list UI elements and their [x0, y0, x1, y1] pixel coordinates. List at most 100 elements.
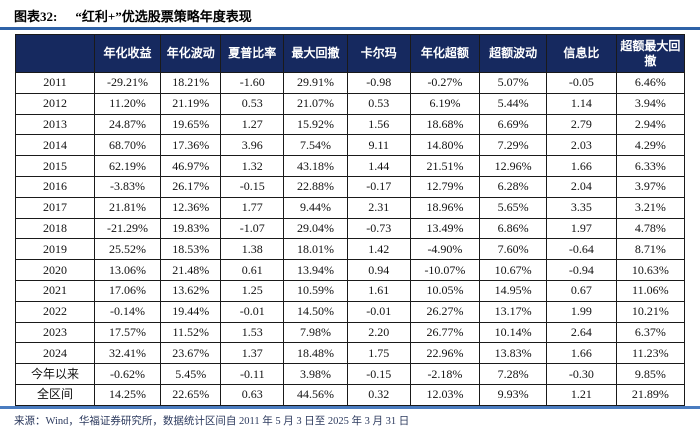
value-cell: 6.19% — [409, 92, 481, 115]
value-cell: 4.78% — [615, 217, 686, 240]
value-cell: 5.44% — [479, 92, 548, 115]
value-cell: 25.52% — [93, 238, 162, 261]
value-cell: -0.15 — [346, 363, 411, 385]
column-header: 年化收益 — [93, 34, 162, 73]
value-cell: 18.01% — [283, 238, 348, 261]
value-cell: 46.97% — [160, 155, 222, 177]
value-cell: 11.23% — [615, 342, 686, 365]
value-cell: 19.44% — [160, 300, 222, 323]
table-row: 2014 68.70% 17.36% 3.96 7.54% 9.11 14.80% 7.29%… — [15, 134, 686, 157]
value-cell: 5.07% — [479, 72, 548, 94]
row-label: 2016 — [15, 175, 95, 198]
value-cell: 1.75 — [346, 342, 411, 365]
value-cell: -0.11 — [220, 363, 285, 385]
value-cell: -0.01 — [346, 300, 411, 323]
value-cell: 17.36% — [160, 134, 222, 157]
value-cell: 0.32 — [346, 383, 411, 406]
value-cell: 17.57% — [93, 321, 162, 344]
value-cell: 10.59% — [283, 279, 348, 302]
row-label: 2020 — [15, 259, 95, 281]
value-cell: 2.94% — [615, 113, 686, 136]
row-label: 2011 — [15, 72, 95, 94]
value-cell: -0.98 — [346, 72, 411, 94]
table-row: 2019 25.52% 18.53% 1.38 18.01% 1.42 -4.90% 7.60… — [15, 238, 686, 261]
value-cell: 1.99 — [546, 300, 617, 323]
value-cell: 11.20% — [93, 92, 162, 115]
column-header: 最大回撤 — [283, 34, 348, 73]
value-cell: 4.29% — [615, 134, 686, 157]
value-cell: 6.33% — [615, 155, 686, 177]
table-body: 2011 -29.21% 18.21% -1.60 29.91% -0.98 -0.27% 5… — [15, 72, 686, 406]
row-label: 2021 — [15, 279, 95, 302]
value-cell: 2.64 — [546, 321, 617, 344]
row-label: 2024 — [15, 342, 95, 365]
value-cell: 7.60% — [479, 238, 548, 261]
value-cell: 21.48% — [160, 259, 222, 281]
value-cell: 6.46% — [615, 72, 686, 94]
value-cell: 1.14 — [546, 92, 617, 115]
value-cell: 3.94% — [615, 92, 686, 115]
value-cell: 18.21% — [160, 72, 222, 94]
value-cell: 13.62% — [160, 279, 222, 302]
row-label: 2014 — [15, 134, 95, 157]
value-cell: 6.37% — [615, 321, 686, 344]
value-cell: 1.53 — [220, 321, 285, 344]
value-cell: 1.42 — [346, 238, 411, 261]
column-header: 卡尔玛 — [346, 34, 411, 73]
value-cell: 43.18% — [283, 155, 348, 177]
value-cell: 10.21% — [615, 300, 686, 323]
row-label: 全区间 — [15, 383, 95, 406]
figure-number: 图表32: — [14, 9, 58, 24]
value-cell: 22.96% — [409, 342, 481, 365]
value-cell: -0.01 — [220, 300, 285, 323]
value-cell: 0.67 — [546, 279, 617, 302]
value-cell: 22.65% — [160, 383, 222, 406]
row-label: 2012 — [15, 92, 95, 115]
value-cell: -21.29% — [93, 217, 162, 240]
value-cell: -0.17 — [346, 175, 411, 198]
value-cell: 7.28% — [479, 363, 548, 385]
value-cell: -2.18% — [409, 363, 481, 385]
value-cell: 1.32 — [220, 155, 285, 177]
value-cell: -1.07 — [220, 217, 285, 240]
value-cell: -0.05 — [546, 72, 617, 94]
column-header: 年化波动 — [160, 34, 222, 73]
value-cell: -0.30 — [546, 363, 617, 385]
value-cell: 13.83% — [479, 342, 548, 365]
value-cell: 2.31 — [346, 196, 411, 219]
value-cell: 17.06% — [93, 279, 162, 302]
value-cell: 1.44 — [346, 155, 411, 177]
value-cell: 29.91% — [283, 72, 348, 94]
value-cell: 1.37 — [220, 342, 285, 365]
value-cell: 15.92% — [283, 113, 348, 136]
row-label: 今年以来 — [15, 363, 95, 385]
value-cell: 2.04 — [546, 175, 617, 198]
value-cell: 21.19% — [160, 92, 222, 115]
table-row: 2020 13.06% 21.48% 0.61 13.94% 0.94 -10.07% 10.… — [15, 259, 686, 281]
value-cell: 1.97 — [546, 217, 617, 240]
figure-title-text: “红利+”优选股票策略年度表现 — [75, 9, 252, 24]
value-cell: 10.05% — [409, 279, 481, 302]
value-cell: -0.15 — [220, 175, 285, 198]
value-cell: -0.94 — [546, 259, 617, 281]
value-cell: 14.95% — [479, 279, 548, 302]
column-header: 超额波动 — [479, 34, 548, 73]
value-cell: 9.93% — [479, 383, 548, 406]
table-row: 2022 -0.14% 19.44% -0.01 14.50% -0.01 26.27% 13… — [15, 300, 686, 323]
value-cell: 9.44% — [283, 196, 348, 219]
value-cell: -29.21% — [93, 72, 162, 94]
column-header: 信息比 — [546, 34, 617, 73]
value-cell: 14.50% — [283, 300, 348, 323]
value-cell: -0.14% — [93, 300, 162, 323]
value-cell: 7.98% — [283, 321, 348, 344]
value-cell: 3.21% — [615, 196, 686, 219]
value-cell: 13.94% — [283, 259, 348, 281]
value-cell: 2.79 — [546, 113, 617, 136]
table-row: 2012 11.20% 21.19% 0.53 21.07% 0.53 6.19% 5.44%… — [15, 92, 686, 115]
value-cell: 9.11 — [346, 134, 411, 157]
row-label: 2023 — [15, 321, 95, 344]
table-bottom-rule — [0, 405, 700, 409]
value-cell: 1.56 — [346, 113, 411, 136]
value-cell: 13.17% — [479, 300, 548, 323]
value-cell: 0.53 — [346, 92, 411, 115]
